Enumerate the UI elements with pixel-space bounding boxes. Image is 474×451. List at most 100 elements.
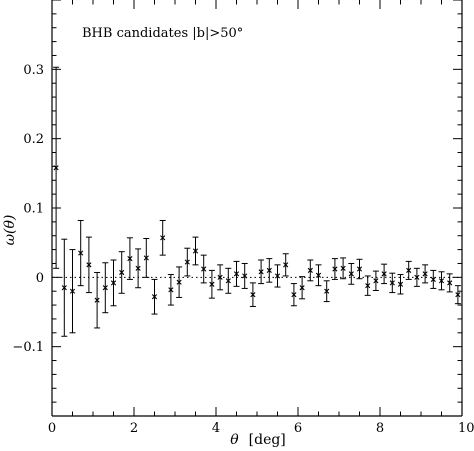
data-point xyxy=(348,262,355,285)
data-point xyxy=(430,269,437,289)
data-point xyxy=(258,259,265,285)
data-point xyxy=(159,219,166,256)
data-point xyxy=(356,258,363,280)
x-marker-stroke xyxy=(86,262,92,268)
x-marker-stroke xyxy=(61,285,67,291)
data-point xyxy=(282,253,289,277)
data-point xyxy=(176,266,183,298)
x-marker-stroke xyxy=(53,165,59,171)
x-marker-stroke xyxy=(151,294,158,300)
data-point xyxy=(94,271,101,329)
plot-frame xyxy=(51,0,463,417)
x-marker-stroke xyxy=(127,256,133,262)
x-tick-label: 0 xyxy=(48,421,56,436)
x-marker-stroke xyxy=(381,271,387,277)
data-point xyxy=(61,238,68,337)
data-point xyxy=(118,251,125,294)
x-marker-stroke xyxy=(406,267,412,273)
data-point xyxy=(372,270,379,292)
x-marker-stroke xyxy=(324,288,330,294)
x-marker-stroke xyxy=(373,278,379,284)
x-marker-stroke xyxy=(110,280,117,286)
data-point xyxy=(126,237,133,280)
data-point xyxy=(167,274,174,306)
data-point xyxy=(454,285,461,305)
x-marker-stroke xyxy=(332,266,338,272)
data-point xyxy=(405,260,412,280)
y-tick-label: 0 xyxy=(36,271,44,286)
x-tick-label: 2 xyxy=(130,421,138,436)
x-marker-stroke xyxy=(94,297,100,303)
x-marker-stroke xyxy=(455,292,461,298)
data-point xyxy=(110,259,117,307)
x-marker-stroke xyxy=(201,266,207,272)
y-tick-label: −0.1 xyxy=(12,340,44,355)
x-marker-stroke xyxy=(135,265,141,271)
y-axis-label: ω(θ) xyxy=(2,215,18,246)
data-point xyxy=(413,267,420,287)
data-point xyxy=(397,274,404,295)
x-marker-stroke xyxy=(422,271,428,277)
x-marker-stroke xyxy=(348,271,354,277)
data-point xyxy=(85,236,92,294)
x-marker-stroke xyxy=(340,265,346,271)
x-tick-label: 4 xyxy=(212,421,220,436)
data-point xyxy=(135,248,142,289)
x-marker-stroke xyxy=(266,267,272,273)
data-point xyxy=(77,219,84,287)
x-marker-stroke xyxy=(119,269,125,276)
x-marker-stroke xyxy=(397,281,404,287)
chart-annotation: BHB candidates |b|>50° xyxy=(82,26,243,41)
data-point xyxy=(217,264,224,291)
x-marker-stroke xyxy=(209,281,215,287)
x-marker-stroke xyxy=(307,267,313,273)
data-point xyxy=(53,66,60,269)
x-marker-stroke xyxy=(438,278,445,284)
data-point xyxy=(290,283,297,307)
data-point xyxy=(438,271,445,291)
x-axis-label-unit: [deg] xyxy=(249,432,286,448)
x-marker-stroke xyxy=(356,266,363,272)
x-marker-stroke xyxy=(168,287,174,293)
data-point xyxy=(299,276,306,300)
x-marker-stroke xyxy=(69,288,76,294)
data-point xyxy=(249,282,256,307)
x-marker-stroke xyxy=(315,272,322,278)
x-axis-label-symbol: θ xyxy=(230,432,239,448)
x-marker-stroke xyxy=(102,285,108,291)
x-marker-stroke xyxy=(184,259,190,265)
x-tick-label: 10 xyxy=(458,421,474,436)
data-point xyxy=(233,260,240,287)
x-marker-stroke xyxy=(225,278,231,284)
x-axis-ticks: 0 2 4 6 8 10 xyxy=(48,0,474,436)
data-point xyxy=(446,273,453,293)
x-tick-label: 6 xyxy=(294,421,302,436)
data-point xyxy=(184,247,191,277)
x-marker-stroke xyxy=(250,292,256,298)
data-point xyxy=(69,249,76,334)
data-point xyxy=(266,258,273,283)
x-marker-stroke xyxy=(430,276,436,283)
y-axis-ticks: −0.1 0 0.1 0.2 0.3 xyxy=(12,0,462,417)
data-point xyxy=(364,275,371,296)
y-tick-label: 0.2 xyxy=(23,132,44,147)
x-marker-stroke xyxy=(389,280,395,286)
data-point xyxy=(323,280,330,303)
x-marker-stroke xyxy=(258,269,264,275)
x-marker-stroke xyxy=(274,273,281,279)
x-marker-stroke xyxy=(78,250,84,256)
y-tick-label: 0.1 xyxy=(23,202,44,217)
x-marker-stroke xyxy=(143,255,149,261)
data-point xyxy=(340,257,347,280)
data-point xyxy=(307,259,314,282)
x-tick-label: 8 xyxy=(376,421,384,436)
data-point xyxy=(315,264,322,287)
data-points xyxy=(53,66,461,337)
data-point xyxy=(389,272,396,294)
x-marker-stroke xyxy=(299,285,305,291)
x-marker-stroke xyxy=(242,273,248,279)
x-marker-stroke xyxy=(233,271,240,277)
x-marker-stroke xyxy=(176,279,182,285)
data-point xyxy=(274,264,281,288)
